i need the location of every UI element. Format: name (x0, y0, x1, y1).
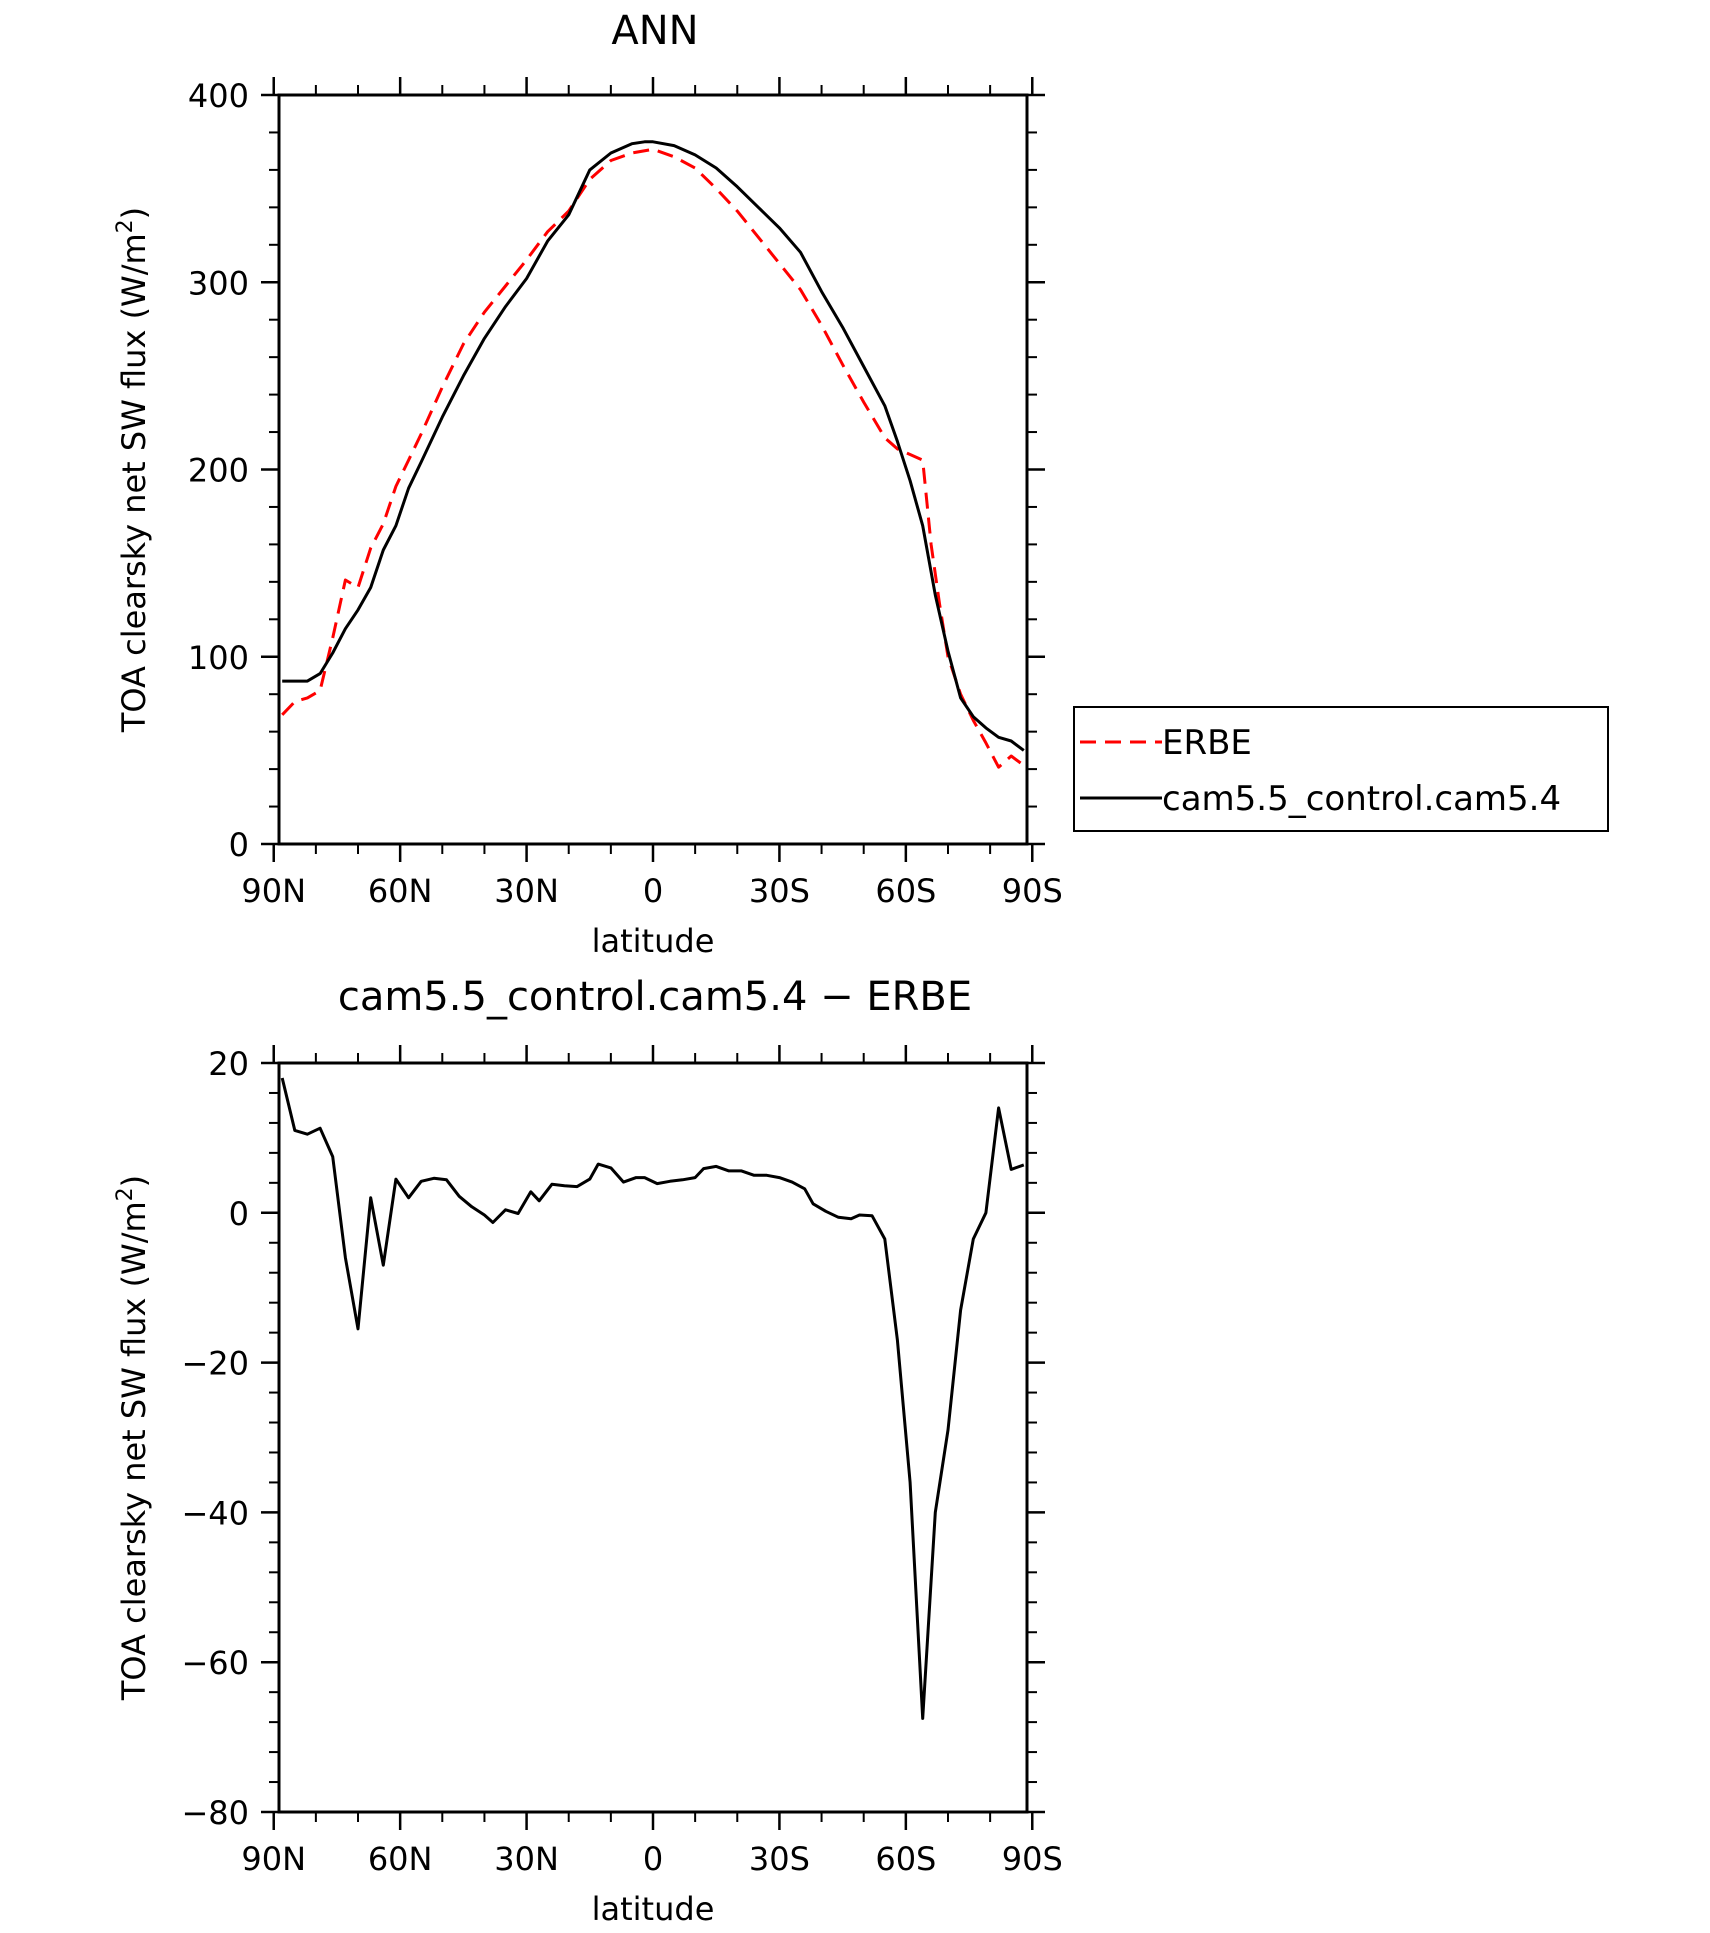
x-tick-label: 60N (368, 1840, 433, 1878)
x-tick-label: 30S (749, 1840, 810, 1878)
y-axis-label-main: TOA clearsky net SW flux (W/m (115, 233, 153, 733)
series-layer (280, 1077, 1025, 1720)
x-tick-label: 90N (241, 872, 306, 910)
y-tick-label: −60 (181, 1644, 249, 1682)
x-tick-label: 30N (494, 872, 559, 910)
x-tick-label: 30N (494, 1840, 559, 1878)
y-tick-label: 400 (188, 77, 249, 115)
x-axis-label: latitude (592, 1890, 715, 1928)
y-axis-label-main: TOA clearsky net SW flux (W/m (115, 1201, 153, 1701)
legend: ERBE cam5.5_control.cam5.4 (1073, 706, 1609, 832)
y-tick-label: 100 (188, 639, 249, 677)
legend-box (1073, 706, 1609, 832)
y-axis-label-close: ) (115, 207, 153, 219)
legend-label-erbe: ERBE (1162, 723, 1252, 763)
x-tick-label: 90N (241, 1840, 306, 1878)
x-tick-labels: 90N 60N 30N 0 30S 60S 90S (241, 1840, 1062, 1878)
x-axis-label: latitude (592, 922, 715, 960)
y-tick-label: 20 (208, 1045, 249, 1083)
y-tick-label: −40 (181, 1494, 249, 1532)
series-layer (281, 140, 1025, 769)
chart-difference: cam5.5_control.cam5.4 − ERBE 90N 60N 30N 0 3… (113, 974, 1063, 1928)
chart-title: cam5.5_control.cam5.4 − ERBE (338, 974, 972, 1020)
y-tick-labels: −80 −60 −40 −20 0 20 (181, 1045, 249, 1832)
tick-marks (261, 77, 1045, 862)
plot-frame (277, 93, 1029, 846)
y-tick-label: −80 (181, 1794, 249, 1832)
y-axis-label-superscript: 2 (113, 219, 138, 233)
series-line-difference (280, 1077, 1025, 1720)
x-tick-labels: 90N 60N 30N 0 30S 60S 90S (241, 872, 1062, 910)
x-tick-label: 60N (368, 872, 433, 910)
x-tick-label: 60S (875, 1840, 936, 1878)
x-tick-label: 0 (643, 872, 663, 910)
plot-frame (277, 1061, 1029, 1814)
y-tick-label: 200 (188, 452, 249, 490)
y-axis-label-close: ) (115, 1175, 153, 1187)
x-tick-label: 90S (1002, 1840, 1063, 1878)
x-tick-label: 0 (643, 1840, 663, 1878)
y-axis-label-superscript: 2 (113, 1187, 138, 1201)
x-tick-label: 30S (749, 872, 810, 910)
y-axis-label: TOA clearsky net SW flux (W/m2) (113, 1175, 153, 1701)
chart-title: ANN (611, 8, 698, 54)
y-tick-label: 0 (229, 1195, 249, 1233)
y-tick-label: 300 (188, 264, 249, 302)
y-tick-label: −20 (181, 1345, 249, 1383)
y-tick-label: 0 (229, 826, 249, 864)
chart-annual-mean: ANN 90N 60N 30N 0 30S 60S 90S 0 100 200 300 400 la… (113, 8, 1609, 960)
tick-marks (261, 1045, 1045, 1830)
series-line-erbe (281, 147, 1025, 769)
x-tick-label: 90S (1002, 872, 1063, 910)
series-line-cam (282, 140, 1025, 752)
legend-label-cam: cam5.5_control.cam5.4 (1162, 779, 1561, 819)
y-tick-labels: 0 100 200 300 400 (188, 77, 249, 864)
y-axis-label: TOA clearsky net SW flux (W/m2) (113, 207, 153, 733)
x-tick-label: 60S (875, 872, 936, 910)
